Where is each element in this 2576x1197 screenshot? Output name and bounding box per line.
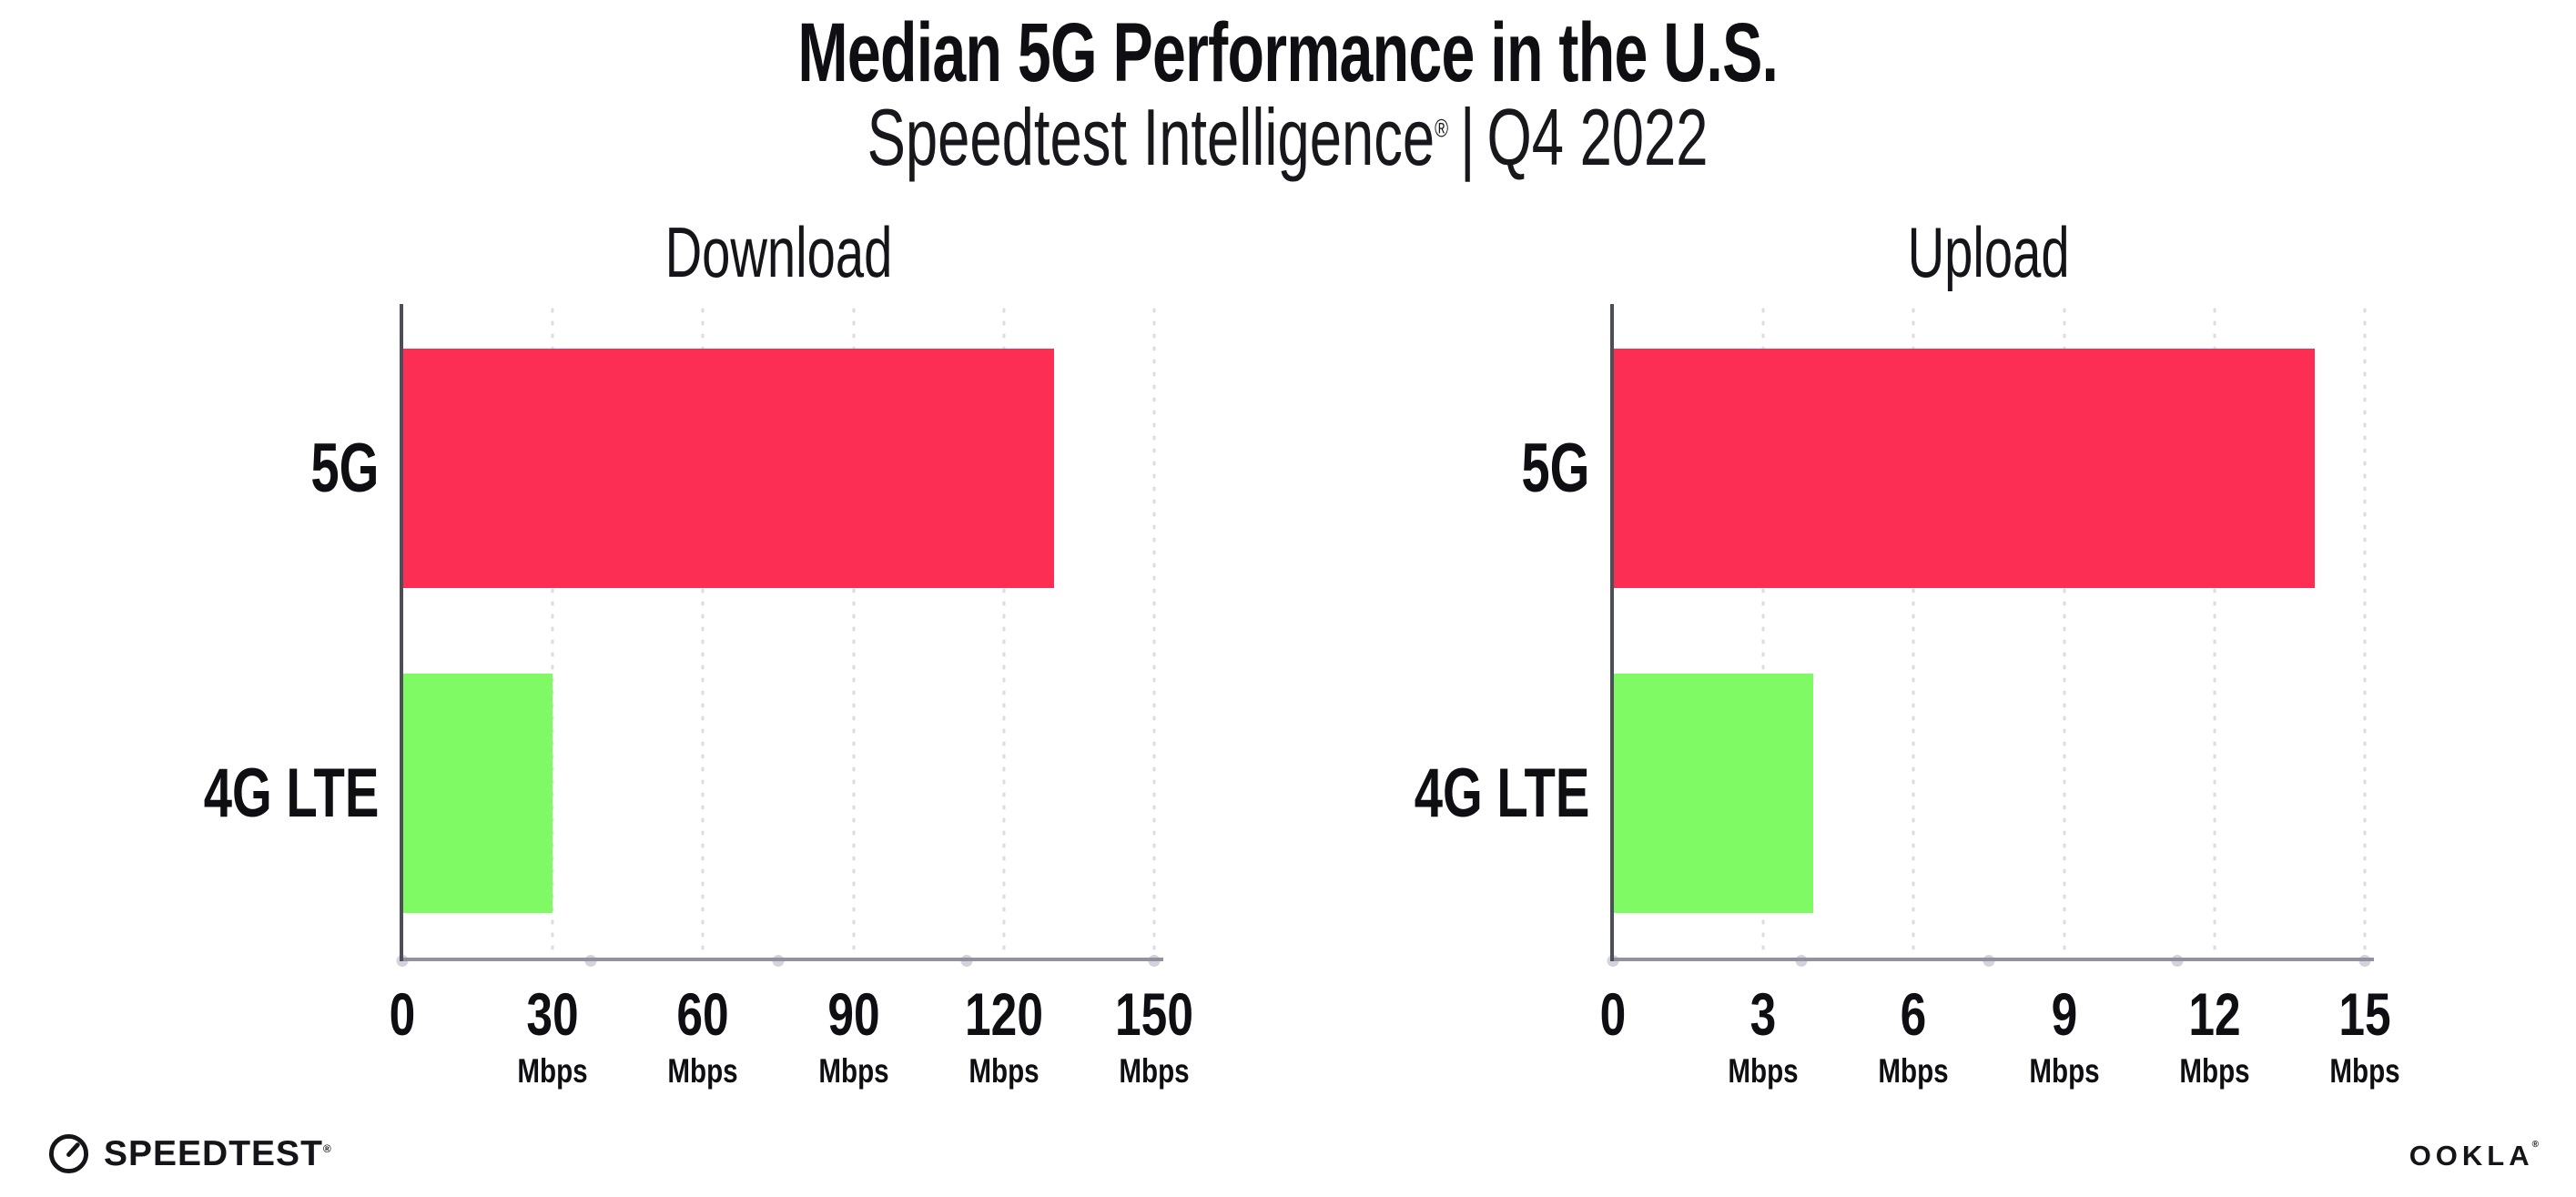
x-tick: 60 Mbps bbox=[659, 979, 747, 1090]
page-subtitle-text: Speedtest Intelligence® | Q4 2022 bbox=[867, 91, 1709, 184]
x-tick: 6 Mbps bbox=[1870, 979, 1958, 1090]
upload-chart-title: Upload bbox=[1613, 211, 2365, 294]
gridline bbox=[701, 304, 705, 959]
x-tick-value: 120 bbox=[964, 980, 1043, 1048]
x-tick-value: 0 bbox=[1599, 980, 1627, 1048]
x-tick-value: 9 bbox=[2051, 980, 2077, 1048]
gridline bbox=[2363, 304, 2367, 959]
x-tick-unit: Mbps bbox=[667, 1052, 739, 1090]
page-title-text: Median 5G Performance in the U.S. bbox=[797, 6, 1780, 99]
gridline bbox=[551, 304, 554, 959]
category-label-4g-lte: 4G LTE bbox=[1414, 755, 1589, 832]
x-tick: 12 Mbps bbox=[2170, 979, 2258, 1090]
x-tick: 15 Mbps bbox=[2321, 979, 2409, 1090]
page-title: Median 5G Performance in the U.S. bbox=[0, 5, 2576, 101]
download-chart-plot: Download 5G 4G LTE 0 30 Mbps 60 Mbps 90 Mbps 12… bbox=[203, 212, 1193, 1090]
x-tick: 0 bbox=[1597, 979, 1630, 1049]
x-tick-value: 3 bbox=[1749, 980, 1777, 1048]
upload-chart-title-text: Upload bbox=[1908, 212, 2070, 292]
x-tick-unit: Mbps bbox=[1119, 1052, 1190, 1090]
x-tick-unit: Mbps bbox=[2179, 1052, 2250, 1090]
speedtest-gauge-icon bbox=[48, 1133, 89, 1174]
speedtest-wordmark: SPEEDTEST® bbox=[104, 1134, 332, 1174]
download-chart-title-text: Download bbox=[664, 212, 892, 292]
x-tick-unit: Mbps bbox=[969, 1052, 1040, 1090]
x-tick: 30 Mbps bbox=[509, 979, 597, 1090]
download-chart-title: Download bbox=[402, 211, 1154, 294]
category-label-5g: 5G bbox=[1520, 430, 1589, 507]
x-tick-unit: Mbps bbox=[517, 1052, 588, 1090]
gridline bbox=[852, 304, 856, 959]
ookla-registered-mark-icon: ® bbox=[2531, 1140, 2543, 1150]
x-tick-value: 12 bbox=[2188, 980, 2241, 1048]
x-tick: 120 Mbps bbox=[954, 979, 1054, 1090]
gridline bbox=[1002, 304, 1006, 959]
x-tick-unit: Mbps bbox=[2329, 1052, 2400, 1090]
ookla-logo: OOKLA ® bbox=[2409, 1140, 2543, 1172]
subtitle-period: Q4 2022 bbox=[1486, 92, 1709, 182]
x-tick-value: 150 bbox=[1115, 980, 1193, 1048]
upload-x-axis-line bbox=[1610, 958, 2374, 961]
download-x-axis-line bbox=[400, 958, 1163, 961]
gridline bbox=[1152, 304, 1156, 959]
category-label-4g-lte: 4G LTE bbox=[203, 755, 379, 832]
gridline bbox=[2213, 304, 2216, 959]
x-tick: 0 bbox=[386, 979, 420, 1049]
x-tick-unit: Mbps bbox=[1878, 1052, 1950, 1090]
bar-4g-lte-upload bbox=[1613, 674, 1814, 913]
x-tick: 150 Mbps bbox=[1104, 979, 1204, 1090]
bar-5g-download bbox=[402, 349, 1054, 588]
x-tick: 3 Mbps bbox=[1719, 979, 1808, 1090]
subtitle-brand: Speedtest Intelligence bbox=[867, 92, 1435, 182]
registered-mark-icon: ® bbox=[1435, 114, 1449, 143]
gridline bbox=[2063, 304, 2066, 959]
upload-y-axis-line bbox=[1610, 304, 1614, 961]
download-y-axis-line bbox=[400, 304, 403, 961]
subtitle-separator: | bbox=[1460, 92, 1476, 182]
bar-4g-lte-download bbox=[402, 674, 553, 913]
x-tick: 90 Mbps bbox=[809, 979, 898, 1090]
x-tick: 9 Mbps bbox=[2020, 979, 2108, 1090]
x-tick-unit: Mbps bbox=[2028, 1052, 2100, 1090]
gridline bbox=[1912, 304, 1915, 959]
ookla-wordmark-text: OOKLA bbox=[2409, 1140, 2534, 1172]
category-label-5g: 5G bbox=[309, 430, 379, 507]
speedtest-logo: SPEEDTEST® bbox=[47, 1132, 332, 1175]
page-subtitle: Speedtest Intelligence® | Q4 2022 bbox=[0, 91, 2576, 184]
bar-5g-upload bbox=[1613, 349, 2315, 588]
gridline bbox=[1761, 304, 1765, 959]
x-tick-unit: Mbps bbox=[817, 1052, 889, 1090]
x-tick-value: 0 bbox=[389, 980, 416, 1048]
speedtest-registered-mark-icon: ® bbox=[322, 1141, 332, 1155]
x-tick-value: 6 bbox=[1901, 980, 1927, 1048]
upload-chart-plot: Upload 5G 4G LTE 0 3 Mbps 6 Mbps 9 Mbps 12 Mbps 1… bbox=[1414, 212, 2399, 1090]
x-tick-value: 60 bbox=[676, 980, 730, 1048]
x-tick-value: 30 bbox=[526, 980, 579, 1048]
x-tick-unit: Mbps bbox=[1728, 1052, 1799, 1090]
x-tick-value: 15 bbox=[2338, 980, 2391, 1048]
speedtest-wordmark-text: SPEEDTEST bbox=[104, 1133, 323, 1173]
x-tick-value: 90 bbox=[827, 980, 880, 1048]
